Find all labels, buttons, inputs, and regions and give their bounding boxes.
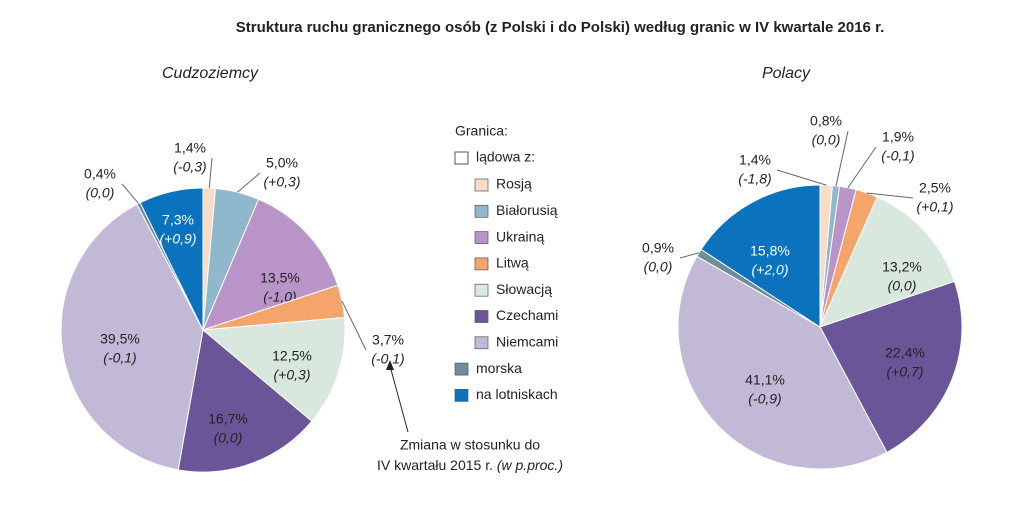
pie-slice [819,280,963,453]
data-label: 1,4% [739,152,771,168]
legend-swatch [474,310,489,323]
legend-swatch [474,231,489,244]
leader-line [776,169,827,186]
change-label: (-0,1) [103,350,136,366]
change-label: (-0,3) [173,159,206,175]
chart-title: Struktura ruchu granicznego osób (z Pols… [236,19,885,36]
data-label: 2,5% [919,180,951,196]
data-label: 13,2% [882,259,922,275]
data-label: 12,5% [272,348,312,364]
change-label: (+0,9) [160,231,197,247]
change-label: (+0,7) [887,364,924,380]
data-label: 1,4% [174,140,206,156]
data-label: 0,9% [642,240,674,256]
legend-label: Białorusią [496,202,558,218]
leader-line [679,252,700,259]
change-label: (-0,1) [371,351,404,367]
legend-swatch [474,178,489,192]
pie-slice [139,187,204,331]
change-label: (+2,0) [752,262,789,278]
leader-line [866,192,914,199]
pie-slice [819,196,956,328]
pie-slice [177,329,313,473]
change-label: (0,0) [214,430,243,446]
annotation: IV kwartału 2015 r. (w p.proc.) [377,457,563,473]
change-label: (+0,3) [274,367,311,383]
pie-slice [201,316,346,422]
legend-label: Słowacją [496,281,552,297]
change-label: (-1,0) [263,289,296,305]
legend-title: Granica: [455,123,508,139]
change-label: (+0,3) [264,174,301,190]
legend-group: lądowa z: [476,149,535,165]
legend-swatch [454,362,469,376]
change-label: (-1,8) [738,171,771,187]
leader-line [237,172,261,193]
pie-slice [677,255,888,470]
change-label: (0,0) [812,132,841,148]
data-label: 1,9% [882,129,914,145]
legend-label: Litwą [496,255,529,271]
change-label: (+0,1) [917,199,954,215]
data-label: 41,1% [745,372,785,388]
pie-slice [60,203,204,471]
change-label: (0,0) [86,185,115,201]
annotation-arrow [389,365,409,433]
data-label: 7,3% [162,212,194,228]
legend-label: Rosją [496,176,532,192]
legend-label: na lotniskach [476,386,558,402]
data-label: 15,8% [750,243,790,259]
change-label: (-0,9) [748,391,781,407]
leader-line [121,183,139,204]
pie-slice [202,198,339,331]
leader-line [835,130,849,187]
legend-swatch [474,204,489,218]
leader-line [341,300,367,351]
legend-label: morska [476,360,522,376]
data-label: 3,7% [372,332,404,348]
legend-label: Czechami [496,307,558,323]
change-label: (-0,1) [881,148,914,164]
leader-line [847,146,877,189]
data-label: 22,4% [885,345,925,361]
pie-slice [700,184,821,328]
data-label: 16,7% [208,411,248,427]
change-label: (0,0) [644,259,673,275]
annotation-arrowhead [386,360,394,370]
legend-swatch [474,336,489,350]
data-label: 0,4% [84,166,116,182]
pie-title: Polacy [762,65,811,82]
legend-swatch [474,257,489,271]
legend-swatch [454,151,469,165]
annotation: Zmiana w stosunku do [400,437,540,453]
annotation-text: (w p.proc.) [497,457,563,473]
legend-swatch [454,389,469,402]
change-label: (0,0) [888,278,917,294]
legend-label: Ukrainą [496,228,544,244]
legend-swatch [474,283,489,297]
legend-label: Niemcami [496,334,558,350]
data-label: 13,5% [260,270,300,286]
leader-line [208,157,213,189]
pie-title: Cudzoziemcy [162,65,259,82]
annotation-text: IV kwartału 2015 r. [377,457,493,473]
data-label: 5,0% [266,155,298,171]
data-label: 0,8% [810,113,842,129]
data-label: 39,5% [100,331,140,347]
